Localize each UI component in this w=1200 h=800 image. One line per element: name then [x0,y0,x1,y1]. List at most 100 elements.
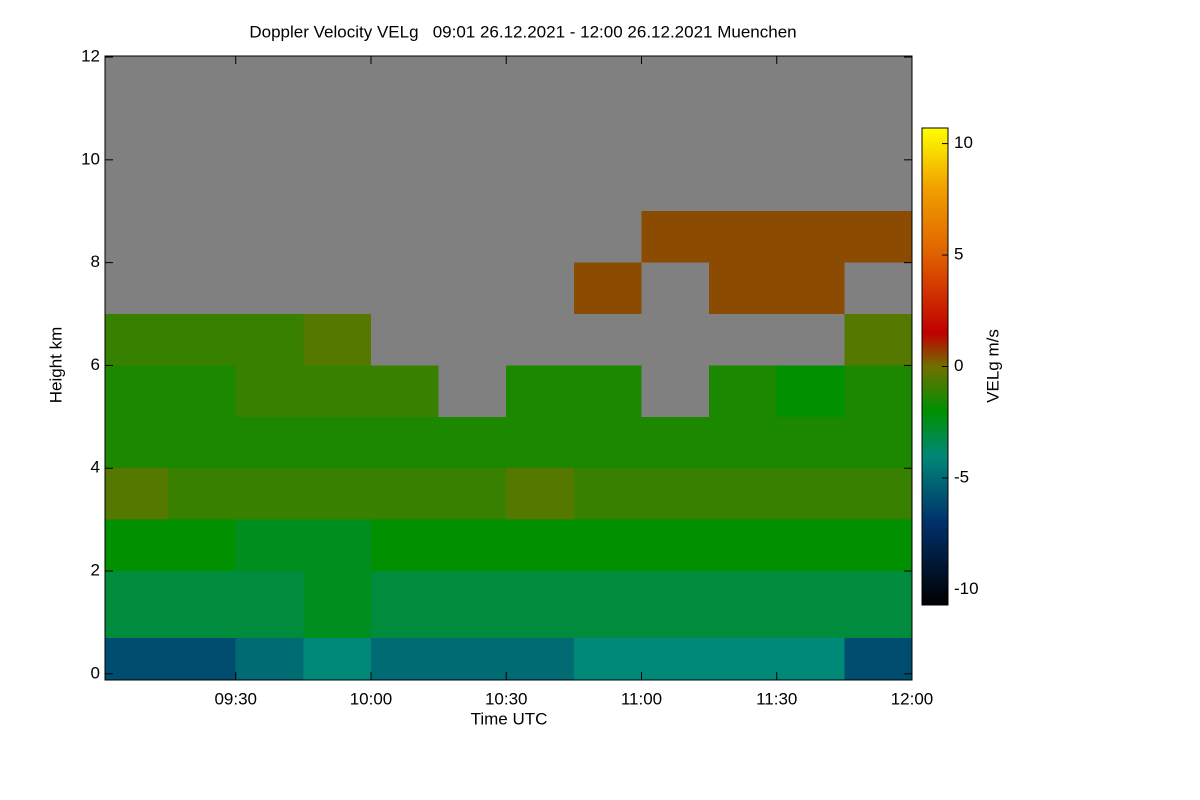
heatmap-cell [235,571,304,638]
heatmap-cell [370,571,439,638]
heatmap-cell [105,468,169,520]
heatmap-cell [709,637,777,680]
heatmap-cell [168,571,236,638]
heatmap-cell [105,637,169,680]
heatmap-cell [303,314,371,366]
heatmap-cell [506,519,574,572]
y-tick-label: 4 [91,458,100,477]
heatmap-cell [709,468,777,520]
chart-title: Doppler Velocity VELg 09:01 26.12.2021 -… [249,22,796,41]
heatmap-cell [844,468,912,520]
heatmap-cell [641,211,710,263]
heatmap-cell [105,571,169,638]
heatmap-cell [641,519,710,572]
heatmap-cell [105,365,169,417]
heatmap-cell [573,571,642,638]
heatmap-cell [506,468,574,520]
heatmap-cell [844,211,912,263]
x-tick-label: 10:00 [350,689,393,708]
heatmap-cell [370,519,439,572]
heatmap-cell [844,365,912,417]
heatmap-cell [709,262,777,315]
colorbar-label: VELg m/s [983,329,1002,403]
heatmap-cell [438,519,507,572]
heatmap-cell [235,468,304,520]
heatmap-cell [235,314,304,366]
heatmap-cell [573,365,642,417]
heatmap-cell [303,571,371,638]
heatmap-cell [641,468,710,520]
heatmap-cell [506,365,574,417]
heatmap-cell [844,637,912,680]
colorbar-tick-label: -5 [954,467,969,486]
heatmap-cell [776,365,845,417]
heatmap-cell [641,571,710,638]
heatmap-cell [506,571,574,638]
heatmap-cell [709,365,777,417]
heatmap-cell [573,637,642,680]
heatmap-cell [303,416,371,469]
heatmap-cell [168,314,236,366]
heatmap-cell [506,637,574,680]
heatmap-cell [235,637,304,680]
heatmap-cell [709,571,777,638]
x-tick-label: 10:30 [485,689,528,708]
heatmap-cell [235,519,304,572]
heatmap-cell [844,416,912,469]
heatmap-cell [235,365,304,417]
heatmap-cell [303,365,371,417]
heatmap-cell [168,365,236,417]
x-axis-label: Time UTC [471,709,548,728]
heatmap-cell [438,468,507,520]
heatmap-cell [776,416,845,469]
y-tick-label: 2 [91,561,100,580]
heatmap-cell [776,211,845,263]
heatmap-cell [438,637,507,680]
heatmap-cell [438,571,507,638]
heatmap-cell [573,519,642,572]
heatmap-cell [776,637,845,680]
y-tick-label: 12 [81,47,100,66]
y-tick-label: 8 [91,252,100,271]
y-tick-label: 6 [91,355,100,374]
y-tick-label: 0 [91,663,100,682]
colorbar-tick-label: -10 [954,579,979,598]
heatmap-cell [709,211,777,263]
heatmap-cell [370,416,439,469]
heatmap-cell [776,519,845,572]
heatmap-cell [168,637,236,680]
heatmap-cell [370,468,439,520]
heatmap-cell [776,262,845,315]
y-tick-label: 10 [81,149,100,168]
heatmap-cell [303,519,371,572]
x-tick-label: 09:30 [214,689,257,708]
y-axis-label: Height km [46,327,65,404]
heatmap-cell [168,519,236,572]
x-tick-label: 12:00 [891,689,934,708]
heatmap-cell [573,468,642,520]
colorbar-tick-label: 10 [954,133,973,152]
heatmap-cell [709,416,777,469]
x-tick-label: 11:30 [756,689,797,708]
heatmap-cell [105,416,169,469]
heatmap-cell [105,519,169,572]
heatmap-cell [303,468,371,520]
heatmap-cell [168,468,236,520]
heatmap-cell [303,637,371,680]
heatmap-cell [844,314,912,366]
heatmap-cell [370,365,439,417]
heatmap-cell [235,416,304,469]
heatmap-cell [844,571,912,638]
heatmap-cell [776,571,845,638]
heatmap-cell [641,416,710,469]
heatmap-cell [506,416,574,469]
heatmap-cell [844,519,912,572]
heatmap-cell [641,637,710,680]
heatmap-cell [709,519,777,572]
x-tick-label: 11:00 [621,689,662,708]
colorbar-tick-label: 5 [954,245,963,264]
heatmap-cell [168,416,236,469]
heatmap-cell [573,262,642,315]
heatmap-cell [105,314,169,366]
